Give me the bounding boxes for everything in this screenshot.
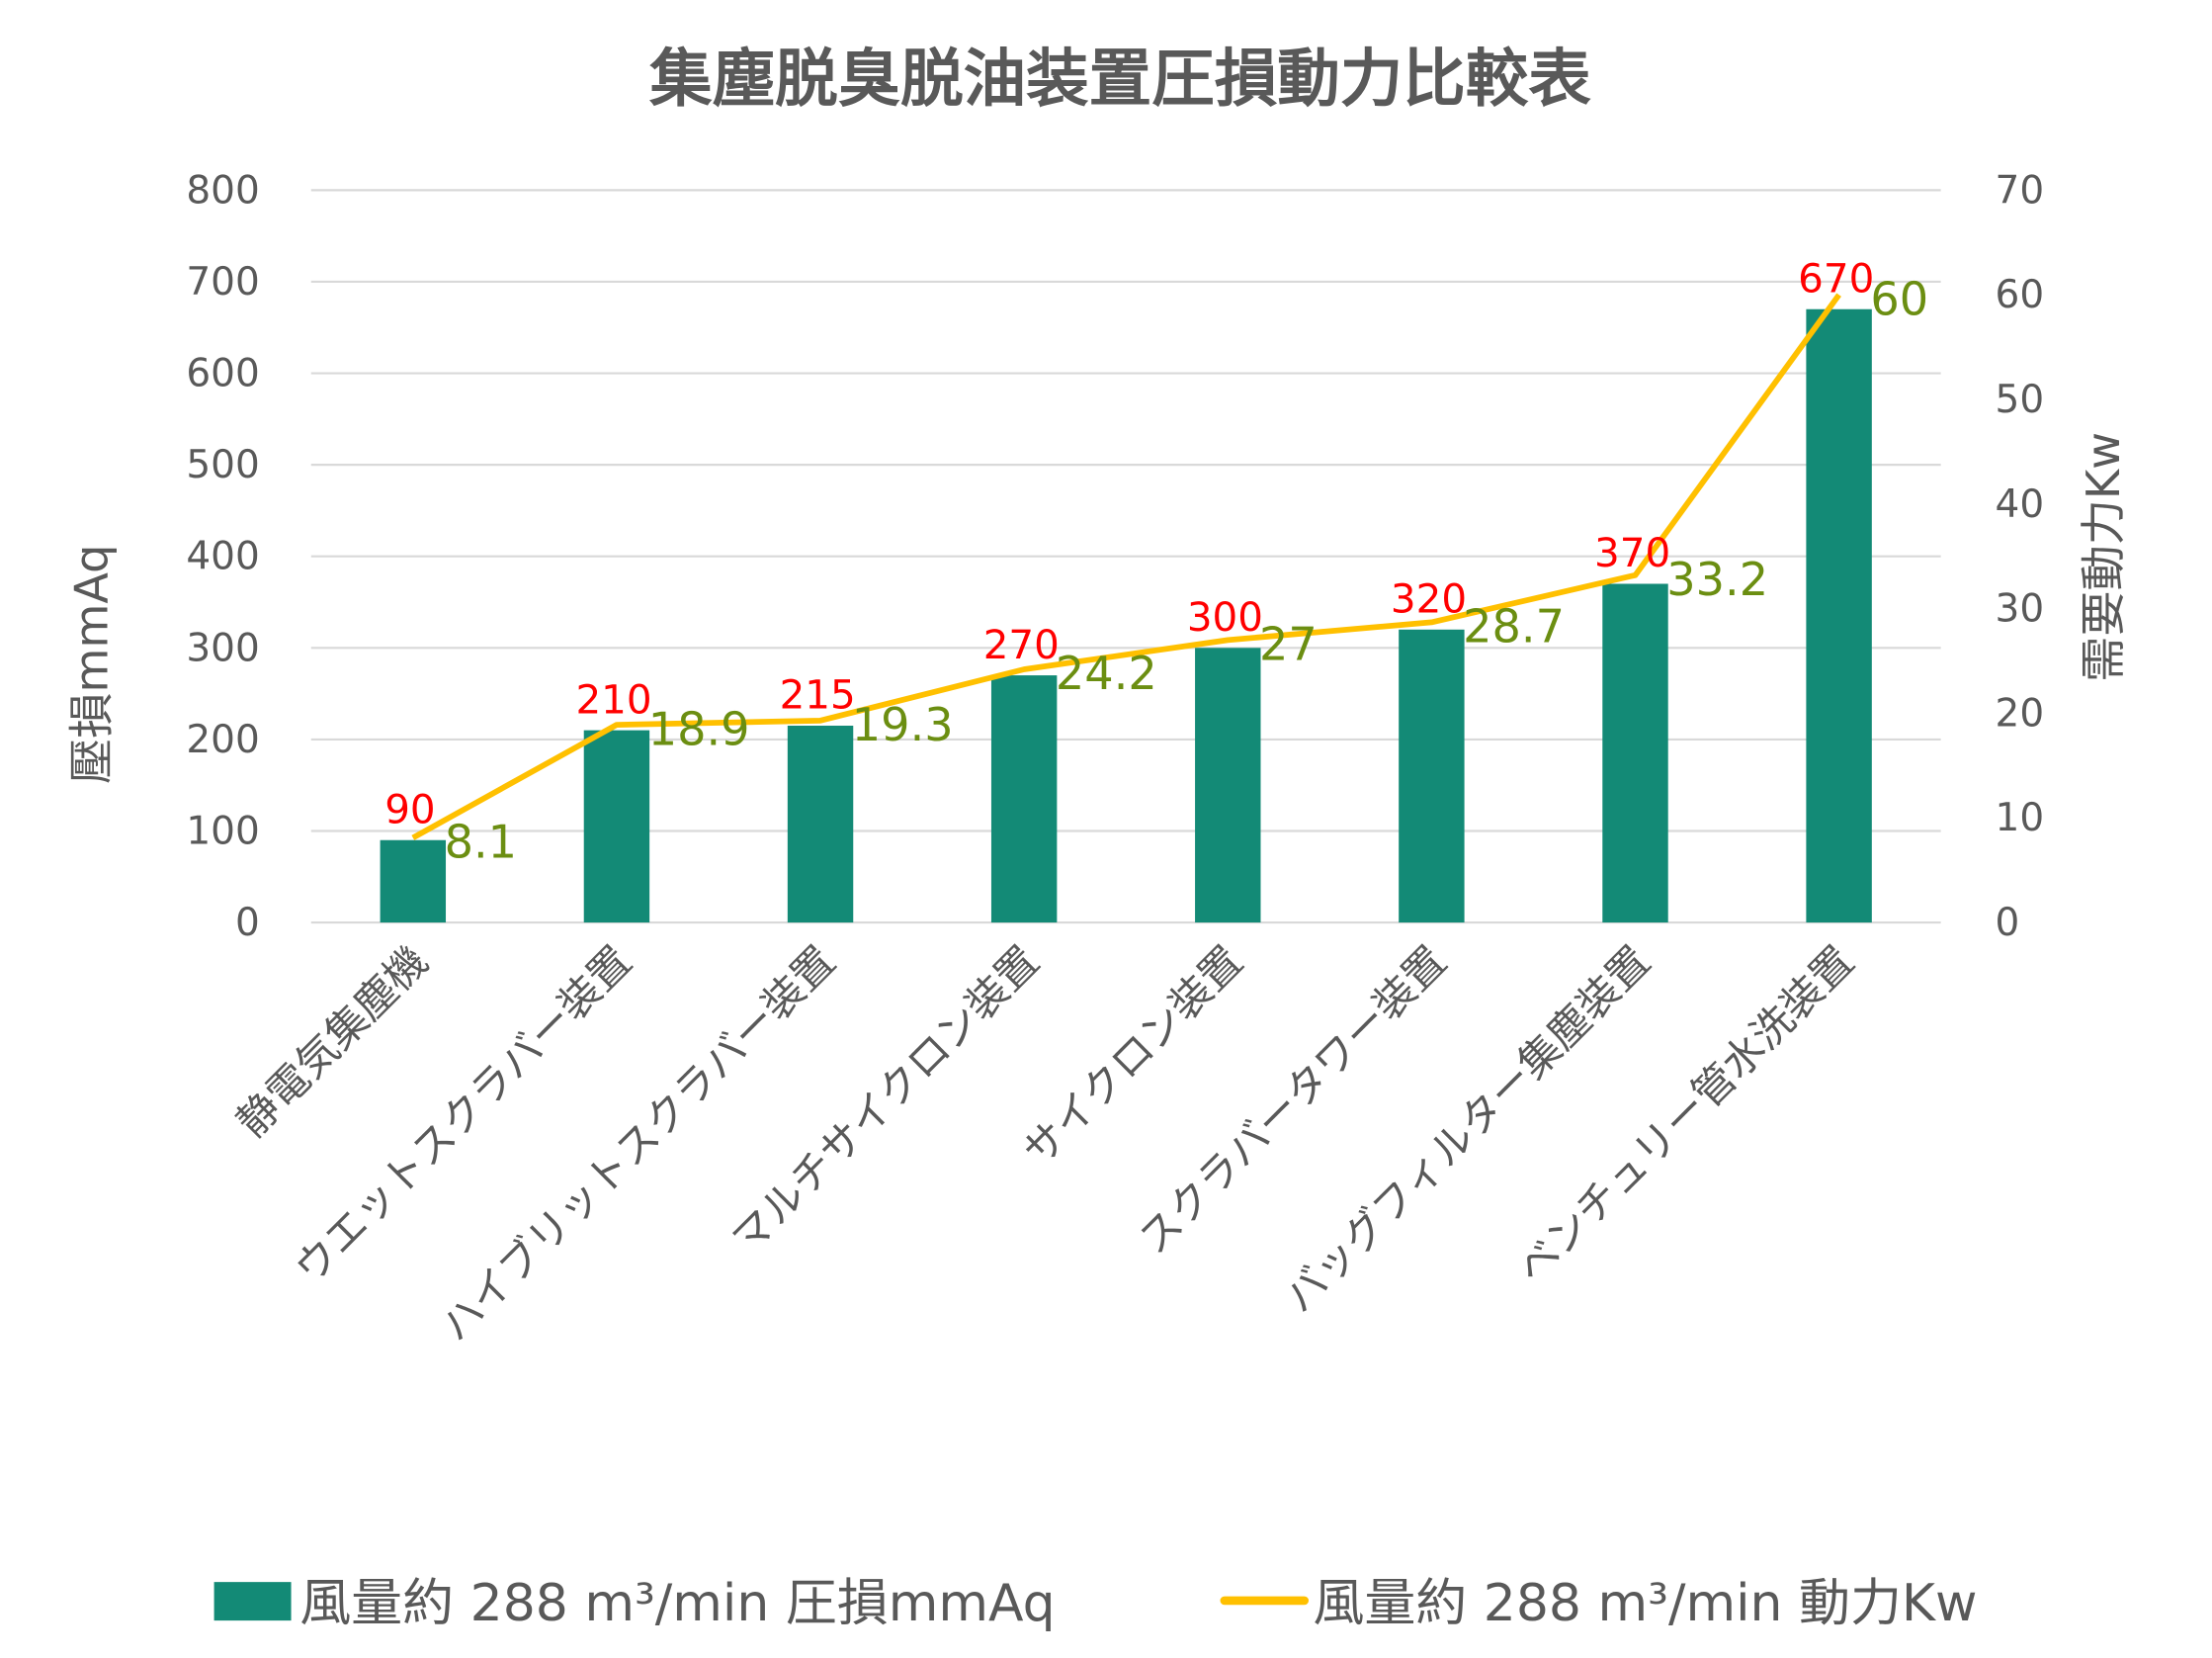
y-axis-right: 0 10 20 30 40 50 60 70 [1996, 168, 2045, 945]
line-data-label: 27 [1259, 618, 1318, 671]
line-series [411, 293, 1841, 840]
y-tick-label: 400 [186, 535, 259, 579]
legend: 風量約 288 m³/min 圧損mmAq 風量約 288 m³/min 動力K… [213, 1574, 1978, 1633]
legend-swatch-bar [213, 1582, 292, 1621]
line-data-label: 28.7 [1463, 600, 1565, 654]
line-data-label: 24.2 [1056, 647, 1157, 700]
y2-tick-label: 70 [1996, 168, 2045, 213]
line-data-label: 60 [1870, 272, 1928, 325]
x-axis: 静電気集塵機ウエットスクラバー装置ハイブリットスクラバー装置マルチサイクロン装置… [227, 936, 1863, 1351]
y-tick-label: 800 [186, 168, 259, 213]
y-tick-label: 0 [235, 901, 260, 945]
y2-tick-label: 10 [1996, 796, 2045, 840]
y-axis-left: 0 100 200 300 400 500 600 700 800 [186, 168, 259, 945]
category-label: ウエットスクラバー装置 [285, 936, 640, 1292]
bar-data-label: 215 [780, 671, 856, 719]
bar [1399, 629, 1465, 923]
y2-tick-label: 30 [1996, 587, 2045, 632]
line-data-label: 33.2 [1666, 553, 1768, 606]
y-tick-label: 300 [186, 626, 259, 670]
bar [990, 675, 1058, 923]
y2-tick-label: 50 [1996, 378, 2045, 422]
legend-label-line: 風量約 288 m³/min 動力Kw [1313, 1574, 1977, 1633]
y2-tick-label: 20 [1996, 691, 2045, 736]
y-axis-label: 壓損mmAq [64, 544, 118, 783]
y2-tick-label: 40 [1996, 482, 2045, 527]
gridlines [310, 189, 1941, 924]
bar [787, 726, 854, 923]
y-tick-label: 700 [186, 260, 259, 305]
bar-data-label: 210 [575, 675, 651, 723]
bar [1806, 308, 1872, 923]
bar-data-label: 320 [1391, 574, 1467, 622]
bar [1602, 583, 1668, 923]
category-label: 静電気集塵機 [227, 936, 437, 1146]
bar-data-label: 90 [384, 785, 435, 832]
y-tick-label: 600 [186, 352, 259, 396]
y-tick-label: 100 [186, 809, 259, 853]
category-label: ベンチュリー管水洗装置 [1507, 936, 1863, 1292]
bar [583, 730, 650, 923]
bar [1195, 648, 1261, 923]
y-tick-label: 500 [186, 443, 259, 487]
line-path [411, 293, 1841, 840]
y2-tick-label: 60 [1996, 273, 2045, 317]
y-tick-label: 200 [186, 718, 259, 762]
line-data-label: 18.9 [648, 702, 750, 755]
category-label: サイクロン装置 [1013, 936, 1251, 1175]
data-labels: 90 210 215 270 300 320 370 670 8.1 18.9 19.3 24.2 27… [384, 254, 1928, 868]
bar [380, 839, 447, 923]
category-label: バッグフィルター集塵装置 [1275, 936, 1659, 1321]
bar-series [380, 308, 1872, 923]
chart-title: 集塵脱臭脱油装置圧損動力比較表 [648, 42, 1591, 115]
line-data-label: 19.3 [852, 698, 954, 751]
y2-axis-label: 需要動力Kw [2077, 432, 2130, 682]
line-data-label: 8.1 [445, 816, 517, 869]
bar-data-label: 370 [1594, 529, 1670, 576]
bar-data-label: 270 [983, 621, 1060, 668]
bar-data-label: 300 [1187, 593, 1263, 641]
bar-data-label: 670 [1798, 254, 1874, 302]
legend-label-bar: 風量約 288 m³/min 圧損mmAq [299, 1574, 1055, 1633]
category-label: ハイブリットスクラバー装置 [431, 936, 845, 1351]
y2-tick-label: 0 [1996, 901, 2020, 945]
